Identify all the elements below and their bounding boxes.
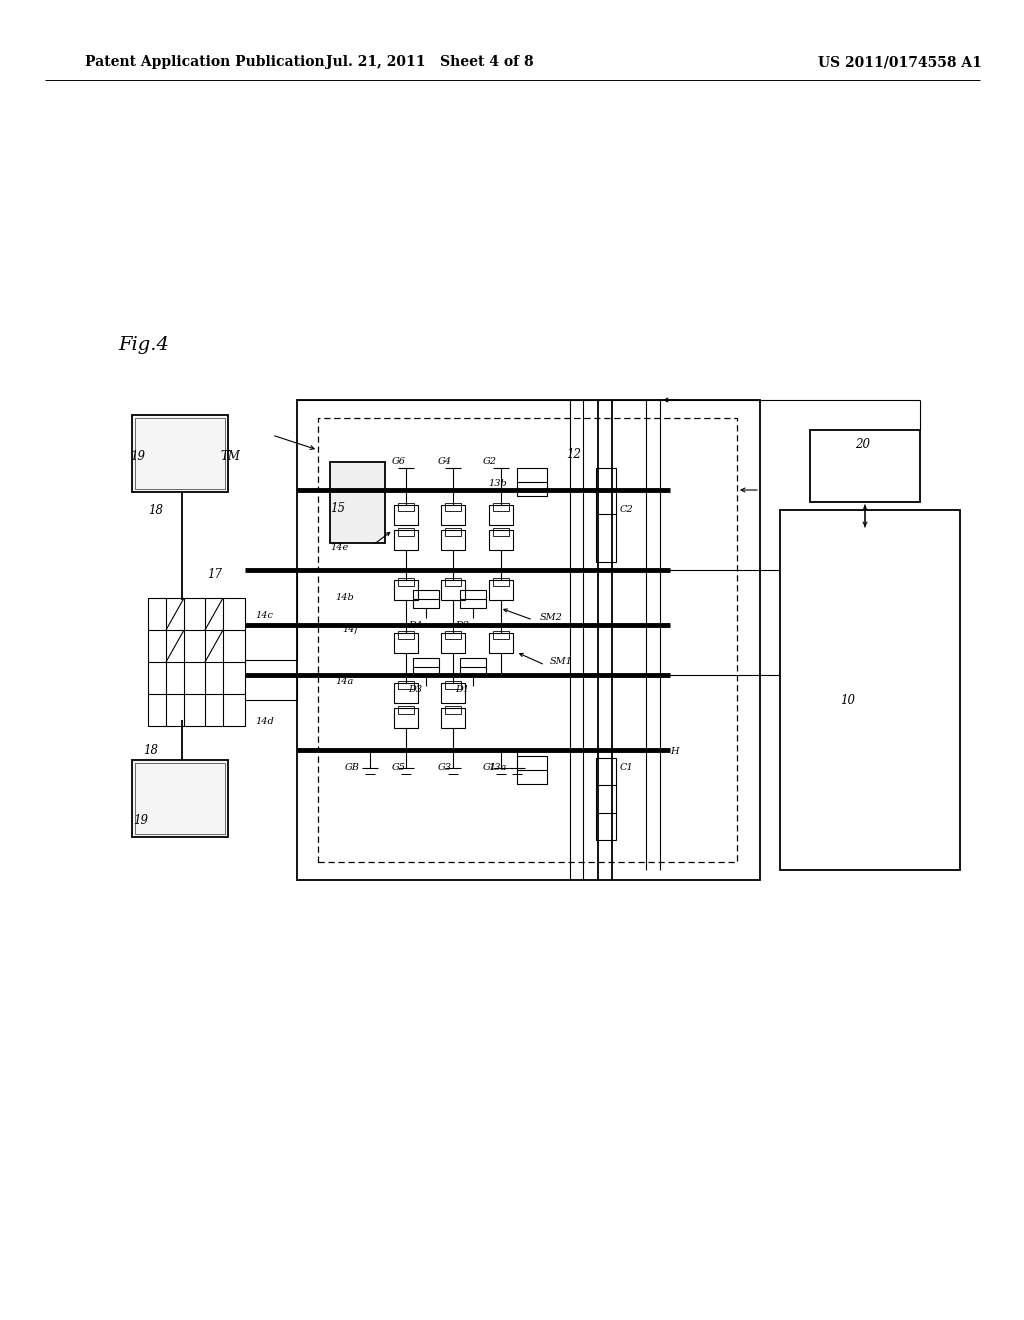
Bar xyxy=(398,528,414,536)
Bar xyxy=(493,631,509,639)
Bar xyxy=(441,579,465,601)
Bar xyxy=(394,579,418,601)
Text: 19: 19 xyxy=(133,813,148,826)
Text: 14c: 14c xyxy=(255,610,273,619)
Bar xyxy=(398,631,414,639)
Bar xyxy=(148,598,245,726)
Text: Fig.4: Fig.4 xyxy=(118,337,169,354)
Bar xyxy=(394,682,418,704)
Bar xyxy=(441,682,465,704)
Text: 14f: 14f xyxy=(342,626,358,635)
Text: 14e: 14e xyxy=(330,544,348,553)
Bar xyxy=(398,706,414,714)
Bar xyxy=(318,418,737,862)
Text: 10: 10 xyxy=(840,693,855,706)
Bar xyxy=(394,531,418,550)
Bar xyxy=(413,590,439,609)
Bar xyxy=(445,706,461,714)
Text: TM: TM xyxy=(220,450,240,462)
Text: 14b: 14b xyxy=(335,593,353,602)
Text: 19: 19 xyxy=(130,450,145,462)
Bar xyxy=(517,756,547,784)
Text: G6: G6 xyxy=(392,458,406,466)
Bar xyxy=(445,631,461,639)
Bar xyxy=(445,578,461,586)
Bar xyxy=(445,681,461,689)
Text: G3: G3 xyxy=(438,763,452,772)
Bar xyxy=(493,528,509,536)
Bar xyxy=(445,528,461,536)
Text: SM1: SM1 xyxy=(550,657,572,667)
Text: 18: 18 xyxy=(143,743,158,756)
Bar xyxy=(810,430,920,502)
Bar xyxy=(445,503,461,511)
Text: 20: 20 xyxy=(855,438,870,451)
Bar xyxy=(135,763,225,834)
Bar xyxy=(398,681,414,689)
Text: 12: 12 xyxy=(566,449,581,462)
Text: Jul. 21, 2011   Sheet 4 of 8: Jul. 21, 2011 Sheet 4 of 8 xyxy=(327,55,534,69)
Bar xyxy=(489,634,513,653)
Bar xyxy=(596,758,616,840)
Bar xyxy=(596,469,616,562)
Bar xyxy=(517,469,547,496)
Text: D2: D2 xyxy=(455,620,469,630)
Text: G5: G5 xyxy=(392,763,406,772)
Text: 13a: 13a xyxy=(488,763,507,772)
Bar xyxy=(460,657,486,676)
Text: US 2011/0174558 A1: US 2011/0174558 A1 xyxy=(818,55,982,69)
Text: D4: D4 xyxy=(408,620,422,630)
Bar xyxy=(394,506,418,525)
Bar xyxy=(493,578,509,586)
Bar xyxy=(489,531,513,550)
Bar xyxy=(398,578,414,586)
Bar xyxy=(489,579,513,601)
Bar xyxy=(441,531,465,550)
Text: Patent Application Publication: Patent Application Publication xyxy=(85,55,325,69)
Bar xyxy=(132,760,228,837)
Text: C1: C1 xyxy=(620,763,634,772)
Bar xyxy=(394,708,418,729)
Bar xyxy=(398,503,414,511)
Text: C2: C2 xyxy=(620,506,634,515)
Bar xyxy=(394,634,418,653)
Text: 14a: 14a xyxy=(335,677,353,686)
Bar xyxy=(489,506,513,525)
Text: 18: 18 xyxy=(148,503,163,516)
Text: 14d: 14d xyxy=(255,718,273,726)
Text: G4: G4 xyxy=(438,458,452,466)
Bar xyxy=(297,400,760,880)
Bar xyxy=(441,506,465,525)
Bar xyxy=(780,510,961,870)
Text: 15: 15 xyxy=(330,502,345,515)
Text: SM2: SM2 xyxy=(540,614,563,623)
Text: GB: GB xyxy=(345,763,359,772)
Bar xyxy=(413,657,439,676)
Text: H: H xyxy=(670,747,679,756)
Text: D3: D3 xyxy=(408,685,422,694)
Bar xyxy=(441,708,465,729)
Bar xyxy=(135,418,225,488)
Text: D1: D1 xyxy=(455,685,469,694)
Bar xyxy=(132,414,228,492)
Bar xyxy=(330,462,385,543)
Bar xyxy=(460,590,486,609)
Text: G2: G2 xyxy=(483,458,497,466)
Bar xyxy=(441,634,465,653)
Text: G1: G1 xyxy=(483,763,497,772)
Text: 13b: 13b xyxy=(488,479,507,488)
Bar xyxy=(493,503,509,511)
Text: 17: 17 xyxy=(207,569,222,582)
